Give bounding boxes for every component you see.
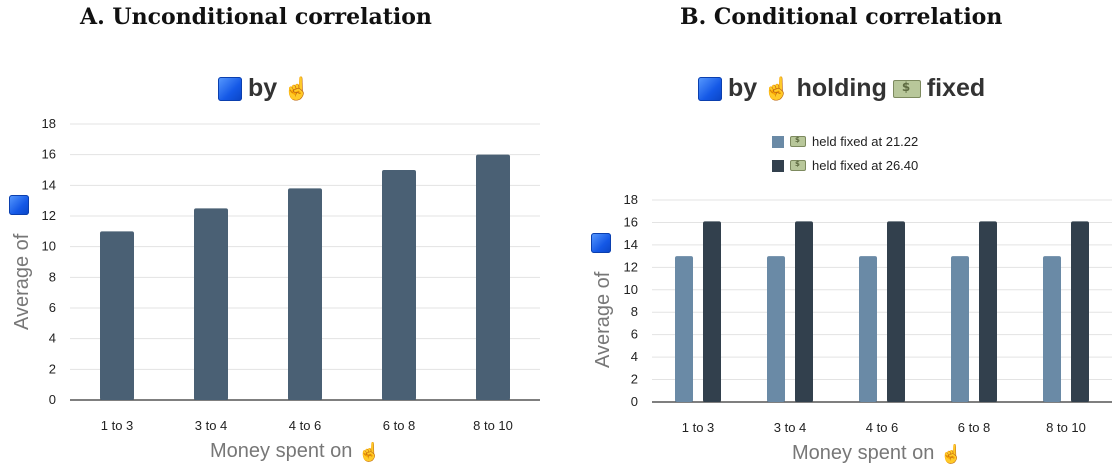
panel-b-heading: B. Conditional correlation [680,4,1003,30]
bar [703,221,721,402]
bar [675,256,693,402]
bar [1043,256,1061,402]
bar [288,188,322,400]
bar [859,256,877,402]
bar [951,256,969,402]
y-tick-label: 16 [624,214,638,229]
y-tick-label: 2 [631,372,638,387]
y-tick-label: 18 [624,192,638,207]
chart-a-x-axis-label: Money spent on ☝ [210,440,381,463]
y-tick-label: 0 [631,394,638,409]
bar [382,170,416,400]
legend-swatch-2 [772,159,784,172]
bar [194,208,228,400]
legend-entry-1: held fixed at 21.22 [772,134,918,149]
x-tick-label: 6 to 8 [958,420,991,435]
blue-square-icon [9,195,29,215]
pointing-hand-icon: ☝ [763,75,791,101]
y-tick-label: 8 [631,304,638,319]
y-tick-label: 10 [624,282,638,297]
y-tick-label: 0 [49,392,56,407]
y-tick-label: 4 [49,331,56,346]
chart-b-title-fixed: fixed [926,74,986,102]
y-tick-label: 8 [49,269,56,284]
pointing-hand-icon: ☝ [283,75,311,101]
y-tick-label: 16 [42,147,56,162]
x-tick-label: 3 to 4 [195,418,228,433]
y-tick-label: 18 [42,116,56,131]
bar [979,221,997,402]
legend-swatch-1 [772,135,784,148]
y-tick-label: 2 [49,361,56,376]
y-tick-label: 6 [49,300,56,315]
y-tick-label: 4 [631,349,638,364]
blue-square-icon [698,76,722,101]
panel-a-heading: A. Unconditional correlation [80,4,432,30]
bar [100,231,134,400]
x-tick-label: 4 to 6 [289,418,322,433]
bar [476,154,510,400]
x-tick-label: 4 to 6 [866,420,899,435]
chart-b-x-axis-label-text: Money spent on [792,442,935,464]
x-tick-label: 3 to 4 [774,420,807,435]
bar [1071,221,1089,402]
legend-entry-2: held fixed at 26.40 [772,158,918,173]
x-tick-label: 1 to 3 [101,418,134,433]
y-tick-label: 6 [631,327,638,342]
chart-b-x-axis-label: Money spent on ☝ [792,442,963,465]
y-tick-label: 12 [624,259,638,274]
y-tick-label: 14 [42,177,56,192]
legend-label-2: held fixed at 26.40 [812,158,919,173]
chart-b-title-holding: holding [796,74,887,102]
chart-a-title-text: by [248,74,278,102]
pointing-hand-icon: ☝ [358,441,381,462]
money-icon [790,160,806,171]
legend-label-1: held fixed at 21.22 [812,134,919,149]
y-tick-label: 14 [624,237,638,252]
money-icon [790,136,806,147]
bar [795,221,813,402]
x-tick-label: 8 to 10 [1046,420,1086,435]
money-icon [892,79,921,98]
bar [887,221,905,402]
y-tick-label: 12 [42,208,56,223]
x-tick-label: 6 to 8 [383,418,416,433]
chart-a-x-axis-label-text: Money spent on [210,440,353,462]
bar [767,256,785,402]
y-tick-label: 10 [42,239,56,254]
chart-a-title: by ☝ [218,74,311,103]
chart-b-title-by: by [728,74,758,102]
blue-square-icon [591,233,611,253]
pointing-hand-icon: ☝ [940,443,963,464]
blue-square-icon [218,76,242,101]
x-tick-label: 8 to 10 [473,418,513,433]
x-tick-label: 1 to 3 [682,420,715,435]
chart-b-title: by ☝ holding fixed [698,74,985,103]
